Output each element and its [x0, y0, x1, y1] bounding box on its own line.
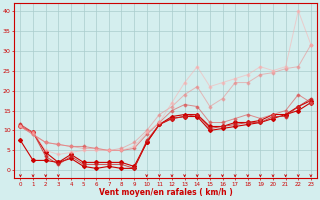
- X-axis label: Vent moyen/en rafales ( km/h ): Vent moyen/en rafales ( km/h ): [99, 188, 233, 197]
